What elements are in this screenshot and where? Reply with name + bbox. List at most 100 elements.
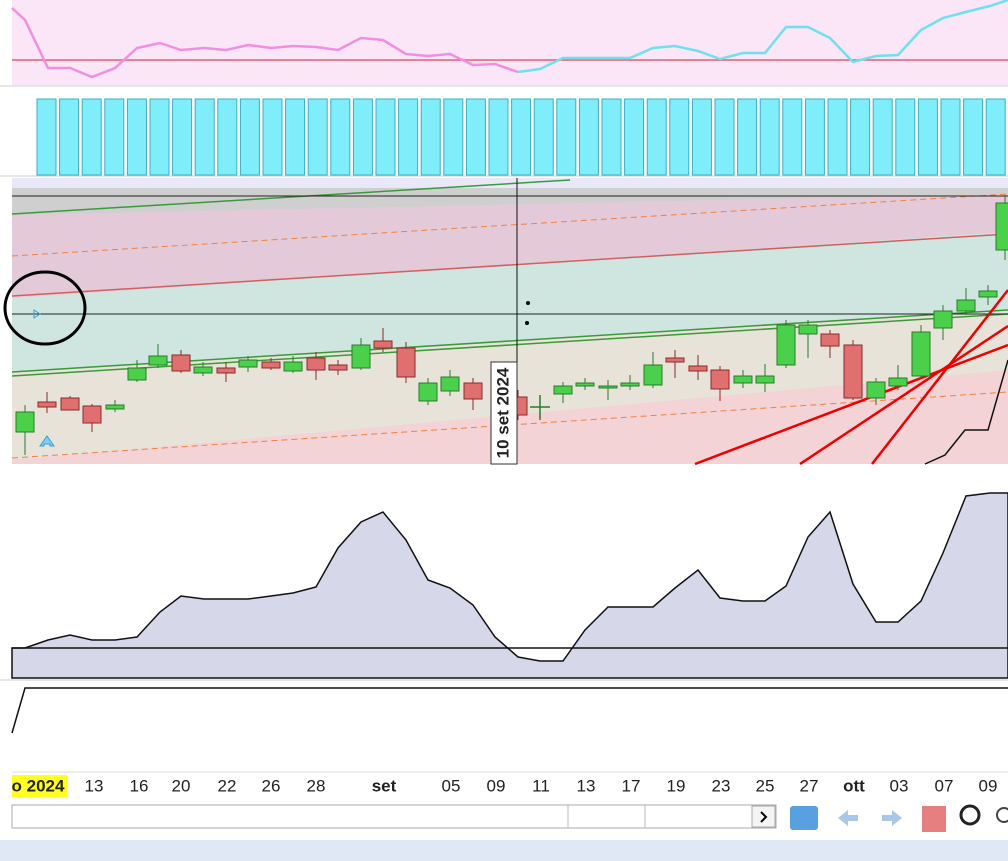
candle-body bbox=[688, 365, 708, 372]
candle-body bbox=[351, 344, 371, 369]
hand-drawn-circle bbox=[3, 270, 87, 346]
chevron-icon bbox=[760, 811, 768, 823]
candle-body bbox=[733, 375, 753, 384]
date-label: 05 bbox=[442, 776, 461, 795]
candle-body bbox=[15, 411, 35, 433]
crosshair-label: 10 set 2024 bbox=[493, 367, 512, 458]
volume-bar bbox=[940, 98, 961, 176]
candle-body bbox=[820, 333, 840, 347]
volume-bar bbox=[759, 98, 780, 176]
date-label: 07 bbox=[935, 776, 954, 795]
volume-bar bbox=[330, 98, 351, 176]
candle-body bbox=[238, 359, 258, 368]
candles bbox=[15, 195, 1008, 455]
volume-bar bbox=[669, 98, 690, 176]
candle-body bbox=[575, 382, 595, 387]
volume-panel bbox=[36, 98, 1006, 176]
candle-body bbox=[665, 357, 685, 363]
date-label: 20 bbox=[172, 776, 191, 795]
calendar-icon[interactable] bbox=[790, 806, 818, 830]
candle-body bbox=[888, 377, 908, 387]
candle-body bbox=[216, 367, 236, 374]
volume-bar bbox=[443, 98, 464, 176]
date-label: 22 bbox=[218, 776, 237, 795]
candle-body bbox=[148, 355, 168, 366]
candle-body bbox=[440, 376, 460, 392]
volume-bar bbox=[533, 98, 554, 176]
arrow-marker bbox=[39, 435, 55, 447]
volume-bar bbox=[556, 98, 577, 176]
tool-icon[interactable] bbox=[996, 807, 1008, 823]
volume-bar bbox=[624, 98, 645, 176]
volume-bar bbox=[782, 98, 803, 176]
volume-bar bbox=[872, 98, 893, 176]
candle-body bbox=[418, 382, 438, 402]
crosshair-label-box bbox=[490, 361, 518, 465]
volume-bar bbox=[59, 98, 80, 176]
volume-bar bbox=[714, 98, 735, 176]
volume-bar bbox=[578, 98, 599, 176]
volume-bar bbox=[307, 98, 328, 176]
fan-line bbox=[799, 324, 1008, 466]
date-label: 13 bbox=[577, 776, 596, 795]
zoom-icon[interactable] bbox=[959, 804, 981, 826]
volume-bar bbox=[850, 98, 871, 176]
date-label: 17 bbox=[622, 776, 641, 795]
volume-bar bbox=[465, 98, 486, 176]
volume-bar bbox=[81, 98, 102, 176]
candle-body bbox=[620, 382, 640, 387]
redo-icon[interactable] bbox=[882, 810, 902, 826]
volume-bar bbox=[262, 98, 283, 176]
date-label: 09 bbox=[979, 776, 998, 795]
highlight bbox=[12, 775, 67, 797]
candle-body bbox=[283, 361, 303, 372]
date-label: set bbox=[372, 776, 397, 795]
date-label: 27 bbox=[800, 776, 819, 795]
candle-body bbox=[843, 344, 863, 399]
scroll-right-button[interactable] bbox=[751, 805, 776, 828]
candle-body bbox=[710, 369, 730, 390]
volume-bar bbox=[737, 98, 758, 176]
trend-line bbox=[11, 233, 1008, 297]
candle-body bbox=[328, 364, 348, 371]
volume-bar bbox=[691, 98, 712, 176]
candle-body bbox=[463, 382, 483, 400]
dot bbox=[526, 301, 530, 305]
trend-dashed bbox=[11, 193, 1008, 257]
volume-bar bbox=[895, 98, 916, 176]
date-label: 25 bbox=[756, 776, 775, 795]
volume-bar bbox=[511, 98, 532, 176]
date-label: 28 bbox=[307, 776, 326, 795]
indicator-line bbox=[11, 687, 1008, 734]
volume-bar bbox=[963, 98, 984, 176]
candle-body bbox=[396, 347, 416, 378]
volume-bar bbox=[149, 98, 170, 176]
candle-body bbox=[598, 385, 618, 389]
scrollbar[interactable] bbox=[11, 804, 777, 829]
volume-bar bbox=[36, 98, 57, 176]
chart-type-icon[interactable] bbox=[922, 806, 946, 832]
volume-bar bbox=[804, 98, 825, 176]
candle-body bbox=[978, 290, 998, 298]
date-axis: o 2024 13 16 20 22 26 28 set 05 09 11 13 17 19 23 25 27 o… bbox=[12, 775, 998, 797]
fan-line bbox=[694, 343, 1008, 466]
date-label: 16 bbox=[130, 776, 149, 795]
oscillator-panel bbox=[12, 0, 1008, 85]
oscillator-line-pink bbox=[11, 7, 519, 79]
date-label: 23 bbox=[712, 776, 731, 795]
candle-body bbox=[956, 299, 976, 312]
date-label: 03 bbox=[890, 776, 909, 795]
volume-bar bbox=[217, 98, 238, 176]
fan-line bbox=[871, 289, 1008, 465]
date-label: 09 bbox=[487, 776, 506, 795]
candle-body bbox=[553, 385, 573, 395]
undo-icon[interactable] bbox=[838, 810, 858, 826]
volume-bar bbox=[601, 98, 622, 176]
candle-body bbox=[995, 202, 1008, 251]
price-panel: 10 set 2024 bbox=[3, 178, 1008, 466]
volume-bar bbox=[104, 98, 125, 176]
volume-bar bbox=[172, 98, 193, 176]
volume-bar bbox=[375, 98, 396, 176]
candle-body bbox=[798, 324, 818, 335]
volume-bar bbox=[398, 98, 419, 176]
